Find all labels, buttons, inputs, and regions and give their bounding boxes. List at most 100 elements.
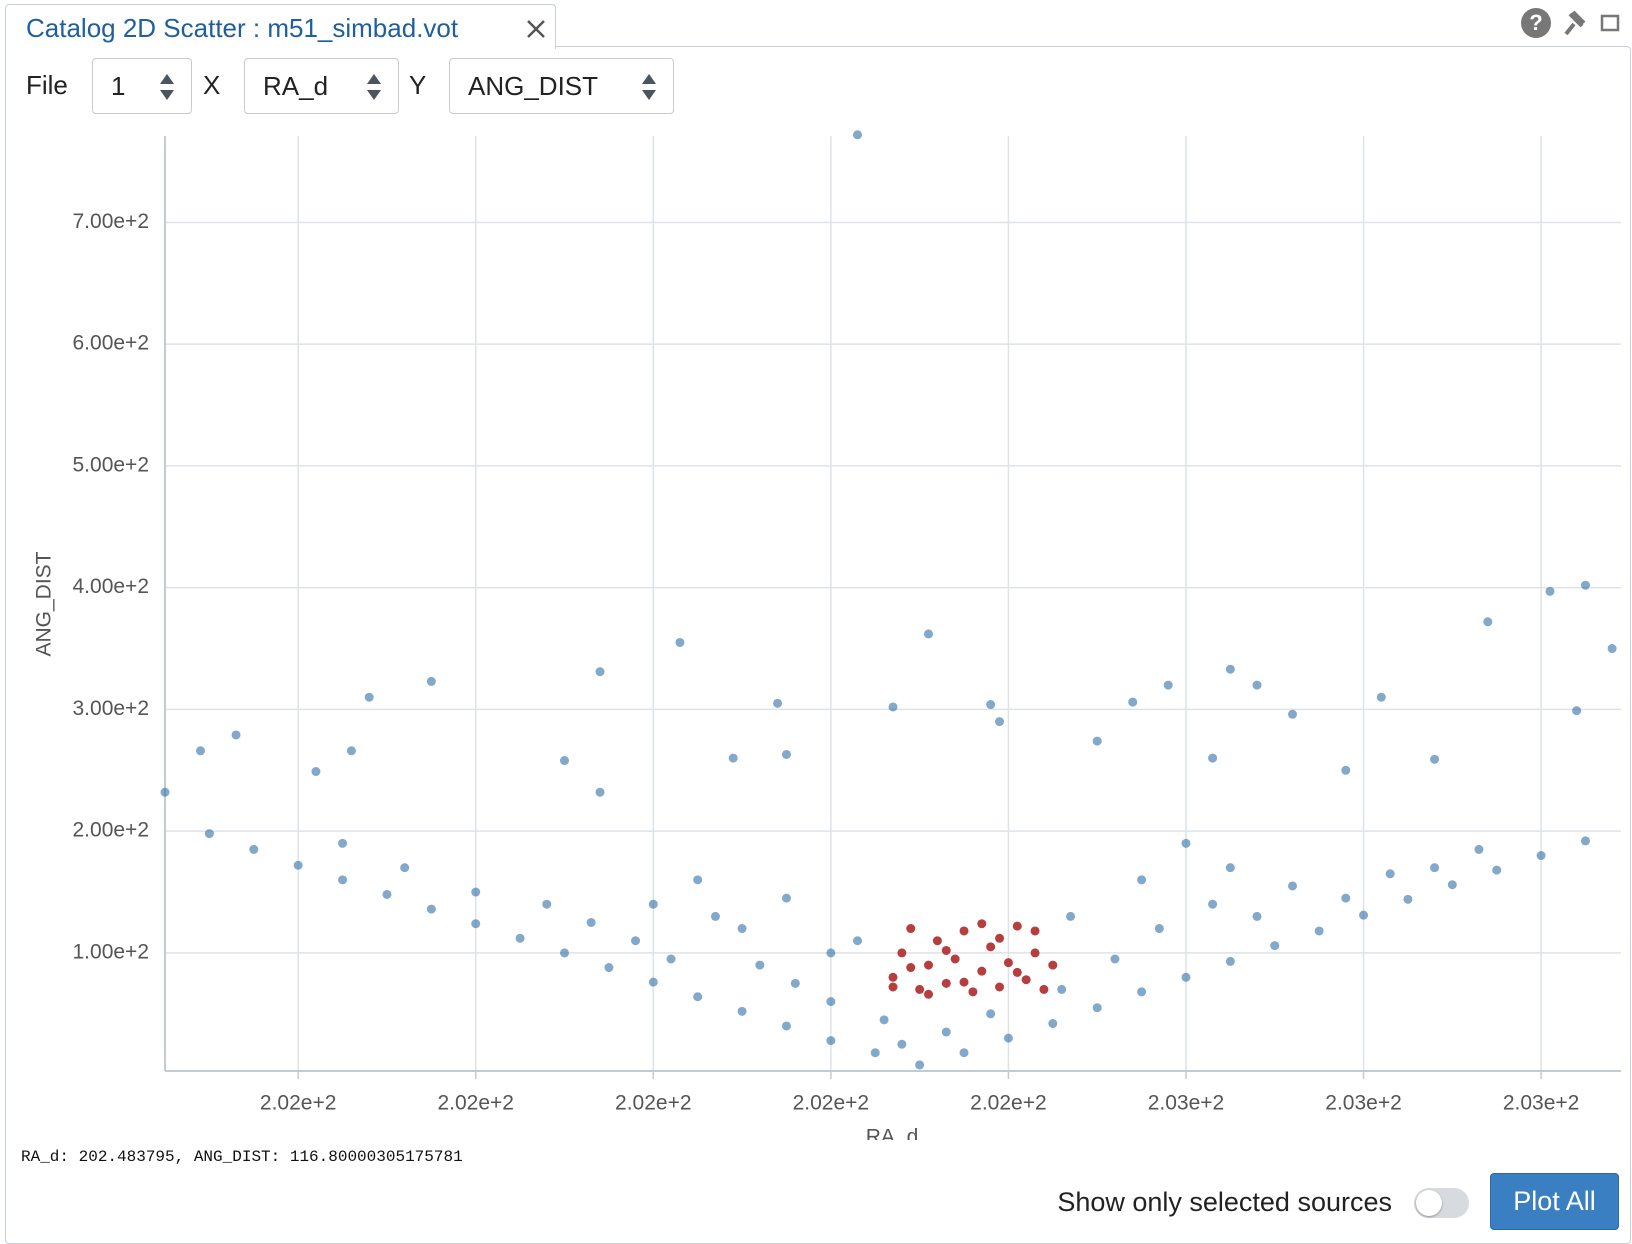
data-point (1066, 911, 1076, 921)
data-point (977, 966, 987, 976)
data-point (560, 948, 570, 958)
data-point (986, 1009, 996, 1019)
y-tick-label: 7.00e+2 (73, 210, 150, 233)
panel (5, 46, 1631, 1244)
data-point (1012, 967, 1022, 977)
x-tick-label: 2.03e+2 (1325, 1092, 1402, 1115)
data-point (196, 746, 206, 756)
data-point (728, 753, 738, 763)
data-point (888, 982, 898, 992)
x-axis-title: RA_d (866, 1126, 919, 1140)
tab[interactable]: Catalog 2D Scatter : m51_simbad.vot (5, 4, 556, 49)
data-point (426, 904, 436, 914)
data-point (959, 977, 969, 987)
data-point (1048, 960, 1058, 970)
x-select[interactable]: RA_d (244, 58, 399, 114)
data-point (560, 756, 570, 766)
data-point (906, 963, 916, 973)
data-point (1012, 921, 1022, 931)
data-point (160, 787, 170, 797)
data-point (986, 942, 996, 952)
toggle-knob (1416, 1190, 1442, 1216)
data-point (1430, 863, 1440, 873)
data-point (959, 1048, 969, 1058)
data-point (346, 746, 356, 756)
x-value: RA_d (263, 71, 329, 101)
data-point (1092, 1003, 1102, 1013)
data-point (249, 844, 259, 854)
data-point (897, 1039, 907, 1049)
data-point (631, 936, 641, 946)
x-tick-label: 2.03e+2 (1503, 1092, 1580, 1115)
data-point (941, 1027, 951, 1037)
data-point (1137, 875, 1147, 885)
data-point (364, 692, 374, 702)
data-point (1030, 926, 1040, 936)
pin-icon[interactable] (1564, 10, 1586, 36)
data-point (1057, 984, 1067, 994)
data-point (693, 992, 703, 1002)
y-tick-label: 4.00e+2 (73, 575, 150, 598)
data-point (924, 629, 934, 639)
data-point (790, 978, 800, 988)
data-point (204, 829, 214, 839)
data-point (773, 698, 783, 708)
data-point (906, 924, 916, 934)
data-point (941, 945, 951, 955)
data-point (737, 924, 747, 934)
data-point (1154, 924, 1164, 934)
data-point (710, 911, 720, 921)
data-point (915, 984, 925, 994)
data-point (1483, 617, 1493, 627)
data-point (968, 987, 978, 997)
data-point (781, 1021, 791, 1031)
x-label: X (203, 70, 221, 100)
x-tick-label: 2.02e+2 (260, 1092, 337, 1115)
x-tick-label: 2.03e+2 (1148, 1092, 1225, 1115)
file-select[interactable]: 1 (92, 58, 192, 114)
data-point (666, 954, 676, 964)
data-point (1314, 926, 1324, 936)
toggle-switch[interactable] (1414, 1188, 1469, 1218)
data-point (924, 960, 934, 970)
y-tick-label: 6.00e+2 (73, 332, 150, 355)
data-point (648, 899, 658, 909)
data-point (1181, 838, 1191, 848)
data-point (1545, 586, 1555, 596)
scatter-chart[interactable]: RA_d ANG_DIST 1.00e+2 2.00e+2 3.00e+2 4.00e… (0, 0, 1632, 1140)
close-icon[interactable] (526, 19, 546, 39)
data-point (1359, 910, 1369, 920)
data-point (1252, 911, 1262, 921)
data-point (1270, 941, 1280, 951)
data-point (1030, 948, 1040, 958)
data-point (382, 889, 392, 899)
data-point (1430, 754, 1440, 764)
maximize-icon[interactable] (1600, 14, 1620, 32)
file-label: File (26, 70, 68, 100)
data-point (1607, 644, 1617, 654)
data-point (1580, 580, 1590, 590)
data-point (897, 948, 907, 958)
data-point (471, 919, 481, 929)
data-point (852, 130, 862, 140)
data-point (1225, 664, 1235, 674)
data-point (1039, 984, 1049, 994)
y-axis-title: ANG_DIST (33, 551, 56, 656)
plot-all-button[interactable]: Plot All (1490, 1173, 1619, 1230)
data-point (1341, 893, 1351, 903)
data-point (959, 926, 969, 936)
data-point (426, 676, 436, 686)
y-select[interactable]: ANG_DIST (449, 58, 674, 114)
data-point (675, 637, 685, 647)
data-point (1252, 680, 1262, 690)
data-point (693, 875, 703, 885)
data-point (870, 1048, 880, 1058)
data-point (515, 933, 525, 943)
y-value: ANG_DIST (468, 71, 599, 101)
data-point (888, 702, 898, 712)
data-point (586, 917, 596, 927)
help-glyph: ? (1529, 10, 1542, 35)
data-point (986, 700, 996, 710)
data-point (1536, 851, 1546, 861)
help-icon[interactable] (1521, 8, 1551, 38)
